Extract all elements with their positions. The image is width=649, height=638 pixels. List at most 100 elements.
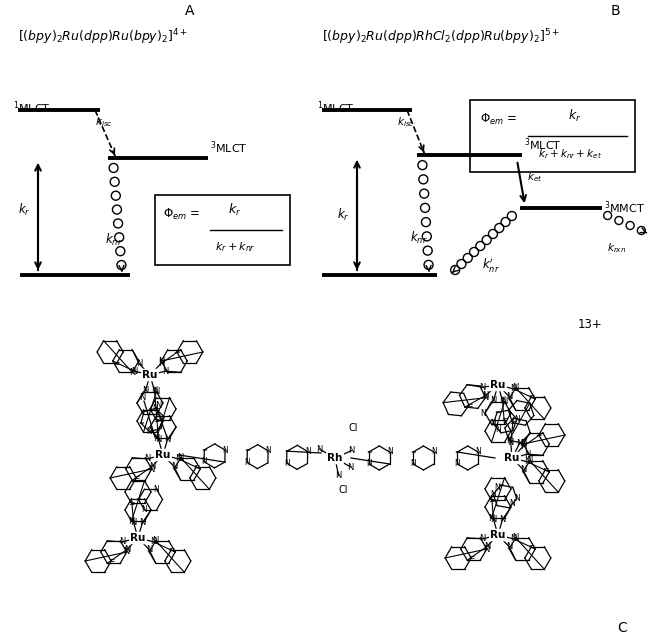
Text: N: N — [171, 462, 177, 471]
Text: N: N — [164, 435, 171, 444]
Text: =: = — [509, 418, 516, 427]
Text: =: = — [133, 473, 140, 482]
Text: =: = — [193, 463, 199, 471]
Text: N: N — [524, 457, 531, 466]
Text: $^3$MLCT: $^3$MLCT — [210, 140, 248, 156]
Text: $k_{isc}$: $k_{isc}$ — [95, 115, 113, 129]
Text: =: = — [168, 545, 175, 554]
Text: Cl: Cl — [338, 485, 348, 495]
Text: $k_r$: $k_r$ — [569, 108, 582, 124]
Text: N: N — [175, 454, 182, 463]
Text: $k_r + k_{nr}$: $k_r + k_{nr}$ — [215, 240, 255, 254]
Text: N: N — [146, 545, 153, 554]
Text: N: N — [484, 542, 490, 551]
Text: =: = — [136, 496, 141, 503]
Text: N: N — [139, 392, 145, 401]
Text: N: N — [151, 537, 156, 546]
Text: =: = — [535, 431, 542, 440]
Text: Ru: Ru — [142, 370, 158, 380]
Text: N: N — [222, 445, 228, 455]
Text: $^1$MLCT: $^1$MLCT — [13, 100, 51, 116]
Text: $k_r$: $k_r$ — [18, 202, 31, 218]
Text: =: = — [129, 499, 135, 508]
Text: =: = — [114, 359, 120, 367]
Text: $[(bpy)_2Ru(dpp)Ru(bpy)_2]^{4+}$: $[(bpy)_2Ru(dpp)Ru(bpy)_2]^{4+}$ — [18, 27, 188, 47]
Text: =: = — [245, 447, 251, 454]
Text: Ru: Ru — [504, 453, 520, 463]
Text: =: = — [528, 542, 535, 551]
Text: N: N — [520, 442, 526, 451]
Text: N: N — [516, 440, 522, 449]
Text: N: N — [410, 459, 416, 468]
Text: A: A — [185, 4, 195, 18]
Text: $k_r$: $k_r$ — [337, 207, 350, 223]
Text: N: N — [155, 401, 161, 410]
Text: $k_{nr}$: $k_{nr}$ — [105, 232, 123, 248]
Text: N: N — [129, 367, 136, 377]
Text: N: N — [151, 386, 158, 395]
Text: $k_{rxn}$: $k_{rxn}$ — [607, 241, 626, 255]
Text: $k_{isc}$: $k_{isc}$ — [397, 115, 415, 129]
Text: N: N — [491, 515, 496, 524]
Text: N: N — [514, 415, 520, 424]
Text: =: = — [366, 449, 372, 455]
Text: N: N — [520, 465, 526, 474]
Text: N: N — [316, 445, 323, 454]
Text: N: N — [479, 383, 485, 392]
Text: N: N — [153, 387, 160, 396]
Text: N: N — [336, 471, 342, 480]
Text: N: N — [499, 515, 506, 524]
Text: =: = — [488, 496, 495, 505]
Text: $k_r$: $k_r$ — [228, 202, 241, 218]
Text: Ru: Ru — [490, 380, 506, 390]
Text: N: N — [514, 494, 520, 503]
Text: =: = — [153, 405, 160, 414]
Text: N: N — [131, 367, 138, 376]
Text: N: N — [265, 447, 271, 456]
Text: N: N — [178, 453, 184, 463]
Text: N: N — [119, 537, 126, 546]
Text: N: N — [520, 440, 526, 449]
Text: N: N — [506, 542, 512, 551]
Text: N: N — [347, 463, 354, 471]
Text: N: N — [494, 484, 500, 493]
Text: Cl: Cl — [349, 423, 358, 433]
Text: N: N — [513, 533, 519, 542]
Text: N: N — [141, 505, 147, 514]
Text: N: N — [524, 450, 531, 459]
Text: N: N — [506, 392, 512, 401]
Text: N: N — [491, 419, 496, 428]
Text: =: = — [501, 415, 508, 424]
Text: =: = — [201, 447, 207, 453]
Text: N: N — [483, 391, 489, 400]
Text: N: N — [162, 367, 169, 376]
Text: =: = — [528, 392, 535, 401]
Text: N: N — [140, 518, 145, 527]
Text: N: N — [201, 457, 207, 466]
Text: N: N — [501, 397, 508, 406]
Text: =: = — [542, 465, 548, 474]
Text: N: N — [508, 438, 514, 447]
Text: N: N — [158, 357, 164, 366]
Text: N: N — [284, 459, 289, 468]
Text: N: N — [482, 393, 489, 403]
Text: N: N — [123, 547, 130, 556]
Text: =: = — [494, 410, 500, 415]
Text: N: N — [506, 436, 512, 445]
Text: $k_{nr}'$: $k_{nr}'$ — [482, 256, 500, 274]
Text: =: = — [468, 554, 474, 563]
Text: $k_r + k_{nr} + k_{et}$: $k_r + k_{nr} + k_{et}$ — [538, 147, 602, 161]
Text: N: N — [387, 447, 393, 457]
Text: =: = — [108, 556, 114, 565]
Text: N: N — [142, 386, 149, 395]
Text: N: N — [513, 383, 519, 392]
Text: N: N — [154, 485, 160, 494]
Text: =: = — [174, 348, 180, 357]
Text: =: = — [466, 401, 472, 410]
Text: N: N — [510, 384, 517, 394]
Text: N: N — [153, 404, 158, 413]
Text: Ru: Ru — [490, 530, 506, 540]
Text: 13+: 13+ — [578, 318, 602, 332]
Text: N: N — [490, 490, 496, 499]
Text: N: N — [488, 514, 495, 523]
